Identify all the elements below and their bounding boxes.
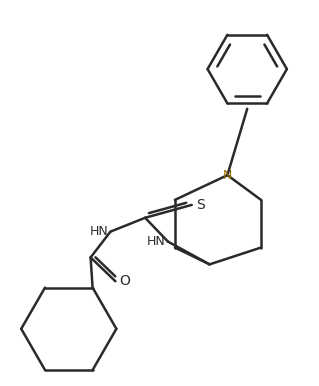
Text: N: N: [223, 169, 232, 182]
Text: HN: HN: [90, 225, 108, 238]
Text: O: O: [119, 274, 130, 288]
Text: S: S: [196, 198, 204, 212]
Text: HN: HN: [147, 235, 166, 248]
